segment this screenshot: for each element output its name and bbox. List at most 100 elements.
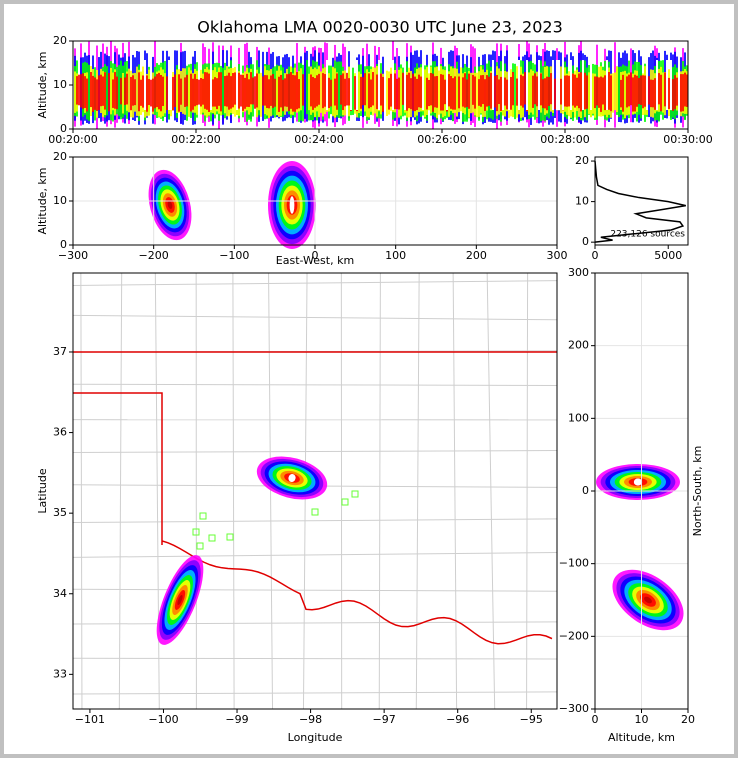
band [564,75,566,107]
band [528,72,530,115]
band [358,71,360,114]
band [664,72,666,107]
band [294,75,296,112]
band [574,74,576,108]
band [668,77,670,110]
band [386,70,388,116]
band [342,73,344,111]
band [320,71,322,113]
band [332,66,334,117]
band [412,73,414,111]
y-tick-label: 0 [582,484,589,497]
x-tick-label: 00:26:00 [417,133,466,146]
band [434,76,436,108]
county-line [72,691,558,695]
band [260,72,262,117]
band [126,73,128,105]
band [96,79,98,111]
band [576,77,578,106]
band [166,76,168,111]
band [374,67,376,114]
gap [384,60,386,110]
band [614,72,616,111]
band [402,72,404,105]
band [440,74,442,111]
band [390,73,392,107]
county-line [118,272,123,710]
band [624,70,626,118]
band [328,77,330,109]
band [674,75,676,110]
band [142,75,144,108]
band [164,73,166,114]
band [530,69,532,113]
y-axis-label: Latitude [36,468,49,514]
band [258,73,260,111]
band [344,78,346,107]
band [394,73,396,110]
band [172,76,174,111]
band [478,79,480,106]
county-line [72,280,558,286]
band [196,79,198,106]
county-line [415,272,420,710]
y-tick-label: −100 [559,557,589,570]
band [280,74,282,108]
band [396,78,398,110]
band [158,72,160,110]
band [554,78,556,110]
band [628,74,630,107]
x-tick-label: 00:30:00 [663,133,712,146]
band [238,72,240,109]
county-line [72,657,558,660]
band [216,78,218,110]
band [186,74,188,107]
band [566,75,568,107]
band [610,75,612,112]
x-tick-label: 00:28:00 [540,133,589,146]
band [682,74,684,112]
band [638,77,640,105]
band [484,79,486,111]
band [248,79,250,107]
band [532,75,534,108]
band [474,76,476,109]
band [292,74,294,112]
band [522,76,524,108]
y-tick-label: 10 [53,194,67,207]
band [468,73,470,109]
y-tick-label: −300 [559,702,589,715]
band [346,72,348,106]
band [658,73,660,105]
gap [392,60,394,110]
band [432,73,434,112]
band [410,78,412,110]
band [578,73,580,109]
band [86,78,88,112]
gap [508,60,510,110]
band [226,75,228,107]
band [622,74,624,112]
y-tick-label: 20 [575,154,589,167]
band [192,78,194,110]
band [416,78,418,111]
station [199,512,207,520]
county-line [486,272,496,710]
band [676,77,678,106]
band [218,72,220,106]
band [270,75,272,106]
band [400,68,402,116]
band [282,79,284,112]
county-line [378,272,381,710]
band [340,75,342,105]
band [388,78,390,110]
band [408,72,410,109]
x-tick-label: −300 [58,249,88,262]
band [334,78,336,106]
band [572,73,574,106]
x-tick-label: 0 [312,249,319,262]
band [630,72,632,106]
band [154,76,156,109]
density-core [633,478,643,486]
